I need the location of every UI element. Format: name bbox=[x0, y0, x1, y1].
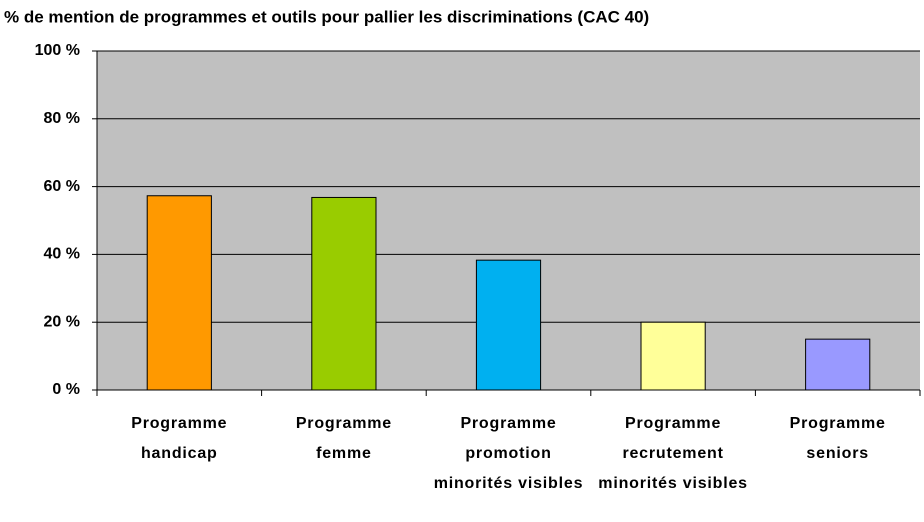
x-tick-label: Programme seniors bbox=[789, 415, 886, 462]
bar bbox=[311, 196, 377, 391]
bar bbox=[805, 338, 871, 391]
x-tick-label: Programme promotion minorités visibles bbox=[433, 415, 584, 492]
y-tick-label: 100 % bbox=[35, 42, 80, 59]
bar bbox=[640, 321, 706, 391]
bar bbox=[146, 195, 212, 391]
x-tick-label: Programme recrutement minorités visibles bbox=[598, 415, 748, 492]
y-tick-label: 80 % bbox=[44, 110, 80, 127]
bar bbox=[475, 259, 542, 391]
y-tick-label: 60 % bbox=[44, 178, 80, 195]
x-tick-label: Programme handicap bbox=[131, 415, 228, 462]
y-tick-label: 0 % bbox=[52, 381, 80, 398]
x-tick-label: Programme femme bbox=[295, 415, 392, 462]
y-tick-label: 20 % bbox=[44, 313, 80, 330]
y-tick-label: 40 % bbox=[44, 246, 80, 263]
chart-title: % de mention de programmes et outils pou… bbox=[4, 7, 649, 26]
